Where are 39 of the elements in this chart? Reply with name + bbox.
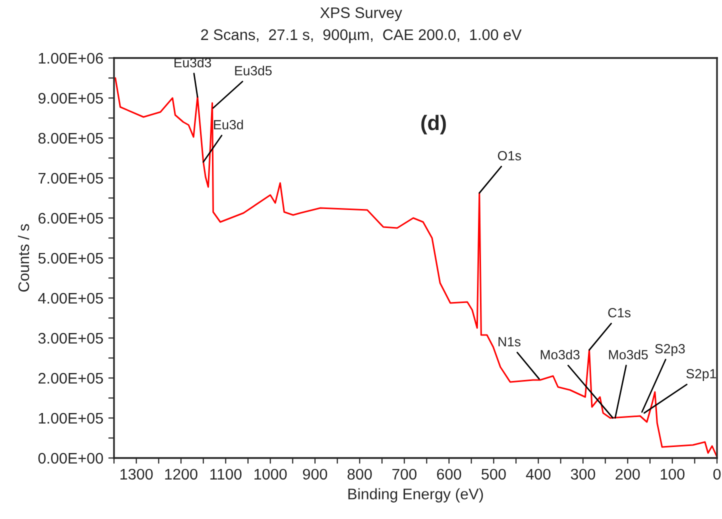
annotation: O1s <box>498 151 521 160</box>
x-tick-label: 300 <box>570 468 596 480</box>
y-axis-title: Counts / s <box>18 224 30 292</box>
x-tick-label: 500 <box>482 468 506 480</box>
y-tick-label: 5.00E+05 <box>38 252 103 264</box>
x-tick-label: 400 <box>526 468 550 480</box>
x-tick-label: 1000 <box>254 468 287 480</box>
x-tick-label: 1300 <box>120 468 153 480</box>
chart-subtitle: 2 Scans, 27.1 s, 900µm, CAE 200.0, 1.00 eV <box>201 29 522 44</box>
x-tick-label: 900 <box>302 468 328 480</box>
y-tick-label: 6.00E+05 <box>38 212 103 224</box>
x-tick-label: 1200 <box>165 468 198 480</box>
y-tick-label: 7.00E+05 <box>38 172 103 184</box>
y-tick-label: 1.00E+05 <box>38 412 103 424</box>
annotation: Mo3d3 <box>540 350 580 360</box>
y-tick-label: 8.00E+05 <box>38 132 103 144</box>
annotation: C1s <box>608 308 631 318</box>
x-tick-label: 800 <box>348 468 372 480</box>
annotation: Eu3d5 <box>235 66 272 76</box>
annotation: Eu3d <box>214 120 243 130</box>
x-tick-label: 200 <box>616 468 640 480</box>
annotation: Mo3d5 <box>609 350 648 360</box>
y-tick-label: 9.00E+05 <box>38 92 103 104</box>
y-tick-label: 3.00E+05 <box>38 332 103 344</box>
x-tick-label: 100 <box>660 468 684 480</box>
x-tick-label: 0 <box>713 468 721 480</box>
y-tick-label: 1.00E+06 <box>38 52 103 64</box>
y-tick-label: 2.00E+05 <box>38 372 103 384</box>
chart-title: XPS Survey <box>320 7 402 22</box>
annotation: (d) <box>421 114 446 134</box>
x-tick-label: 1100 <box>210 468 242 480</box>
annotation: N1s <box>498 337 520 346</box>
x-tick-label: 700 <box>392 468 416 480</box>
x-axis-title: Binding Energy (eV) <box>348 488 483 502</box>
annotation: S2p3 <box>655 344 685 356</box>
y-tick-label: 0.00E+00 <box>38 452 103 464</box>
y-tick-label: 4.00E+05 <box>38 292 103 304</box>
annotation: S2p1 <box>686 369 716 381</box>
x-tick-label: 600 <box>437 468 462 480</box>
